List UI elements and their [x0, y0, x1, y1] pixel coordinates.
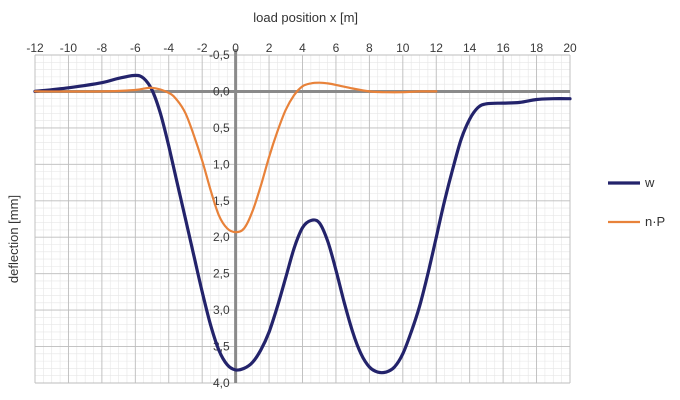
x-tick-label: -12 — [26, 41, 44, 55]
x-tick-label: 14 — [463, 41, 477, 55]
series-lines — [33, 73, 572, 375]
y-tick-label: 2,5 — [213, 267, 230, 281]
y-tick-label: 2,0 — [213, 230, 230, 244]
y-tick-label: 3,0 — [213, 303, 230, 317]
x-tick-label: 6 — [333, 41, 340, 55]
legend-label-np: n·P — [645, 214, 665, 229]
y-tick-label: 4,0 — [213, 376, 230, 390]
legend-label-w: w — [644, 175, 655, 190]
x-tick-label: 8 — [366, 41, 373, 55]
x-tick-label: 2 — [266, 41, 273, 55]
y-tick-label: 0,5 — [213, 121, 230, 135]
y-tick-label: 1,0 — [213, 157, 230, 171]
x-tick-label: 16 — [496, 41, 510, 55]
y-axis-title: deflection [mm] — [6, 195, 21, 283]
x-tick-label: -6 — [130, 41, 141, 55]
y-tick-labels: -0,50,00,51,01,52,02,53,03,54,0 — [209, 48, 230, 390]
y-tick-label: 1,5 — [213, 194, 230, 208]
y-tick-label: -0,5 — [209, 48, 230, 62]
legend: w n·P — [608, 175, 665, 229]
y-tick-label: 0,0 — [213, 84, 230, 98]
series-line-np — [33, 81, 438, 234]
x-tick-label: 12 — [430, 41, 444, 55]
x-tick-labels: -12 -10 -8 -6 -4 -2 0 2 4 6 8 10 12 14 16 18 20 — [26, 41, 577, 55]
x-tick-label: 0 — [232, 41, 239, 55]
x-tick-label: 20 — [563, 41, 577, 55]
x-tick-label: 10 — [396, 41, 410, 55]
x-tick-label: -8 — [97, 41, 108, 55]
x-tick-label: 18 — [530, 41, 544, 55]
x-tick-label: 4 — [299, 41, 306, 55]
x-tick-label: -4 — [163, 41, 174, 55]
x-tick-label: -2 — [197, 41, 208, 55]
x-tick-label: -10 — [60, 41, 78, 55]
series-line-w — [33, 73, 572, 375]
x-axis-title: load position x [m] — [253, 10, 358, 25]
